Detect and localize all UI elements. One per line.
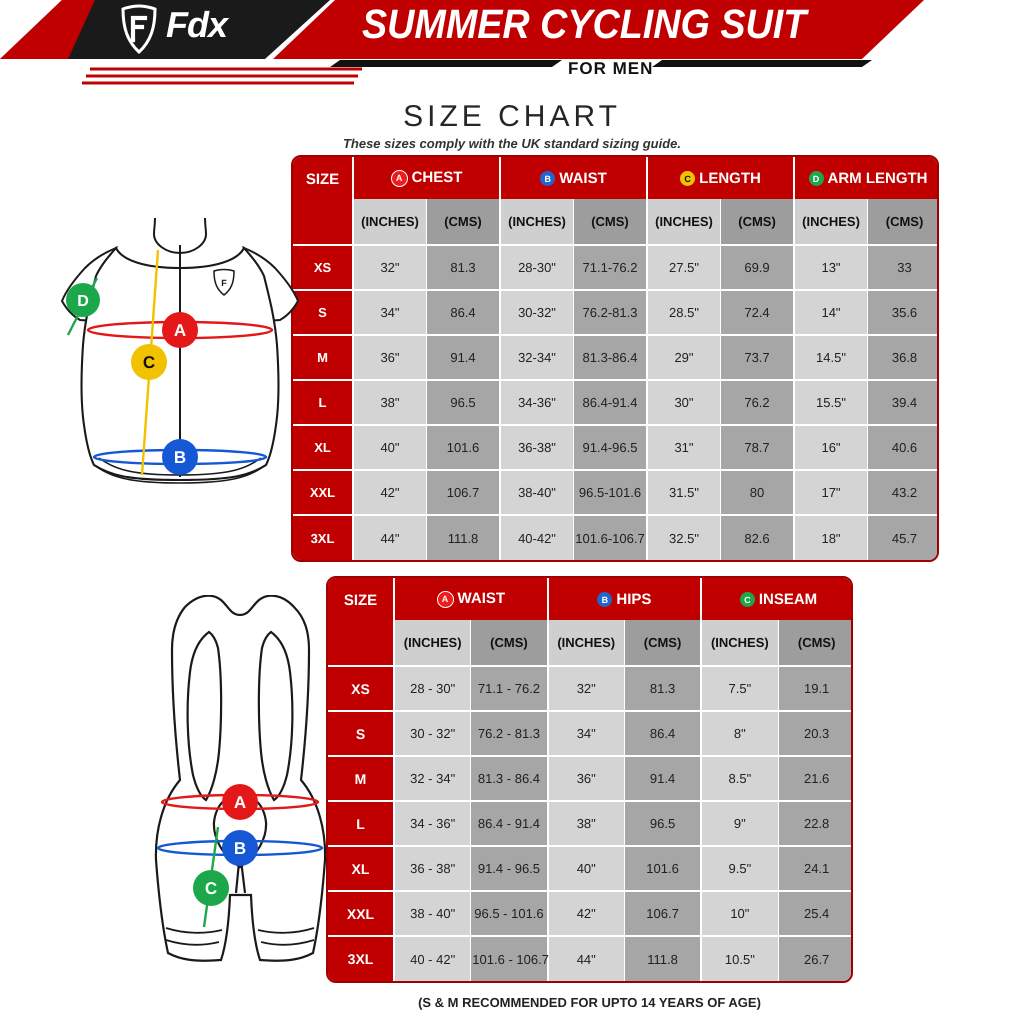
svg-text:C: C [143,353,155,372]
svg-text:D: D [77,293,89,310]
svg-text:C: C [205,879,217,898]
svg-text:B: B [174,448,186,467]
svg-text:F: F [221,278,227,288]
svg-text:B: B [234,839,246,858]
svg-text:A: A [174,321,186,340]
svg-text:A: A [234,793,246,812]
